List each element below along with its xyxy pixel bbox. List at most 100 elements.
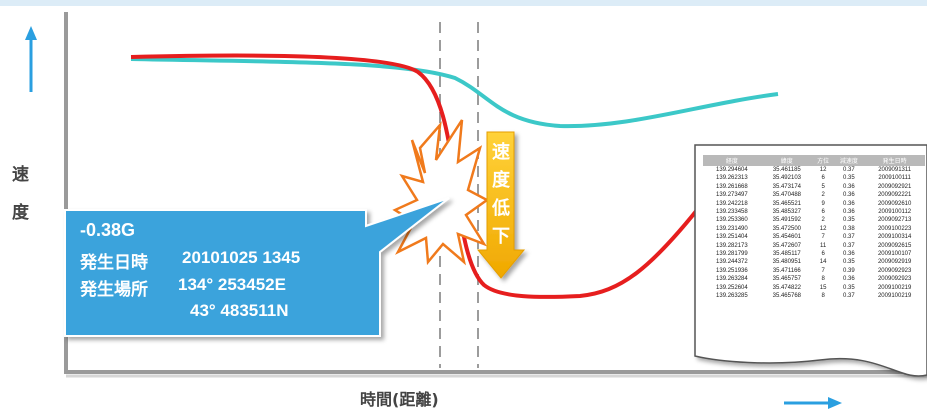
g-value: -0.38G [80,220,136,240]
log-table-cell: 35.472500 [772,225,801,232]
speed-drop-label-char: 速 [492,142,510,163]
log-table-cell: 35.471166 [772,267,801,274]
log-table-cell: 2009100219 [877,284,912,291]
log-table-cell: 35.470488 [772,192,801,199]
log-table-row: 139.244372 35.480951 14 0.35 2009092919 [703,258,925,266]
log-table-cell: 2009092921 [877,183,912,190]
log-table-cell: 35.485327 [772,209,801,216]
log-table-row: 139.242218 35.465521 9 0.36 2009092610 [703,200,925,208]
log-table-row: 139.294604 35.461185 12 0.37 2009091311 [703,166,925,174]
log-table-row: 139.262313 35.492103 6 0.35 2009100111 [703,174,925,182]
log-table-cell: 11 [820,242,827,249]
log-table-cell: 7 [821,234,825,241]
crash-burst-icon [392,119,490,266]
datetime-value: 20101025 1345 [182,248,301,267]
log-table-cell: 35.492103 [772,175,801,182]
log-table-cell: 0.36 [843,200,855,207]
log-table-cell: 12 [819,167,827,173]
log-table-cell: 139.252604 [716,284,748,291]
y-axis-label-1: 速 [12,165,29,185]
log-table-cell: 139.244372 [716,259,748,266]
log-table-cell: 0.35 [843,217,855,224]
log-table-cell: 6 [821,209,825,216]
log-table-cell: 2009092923 [877,276,912,283]
log-table-cell: 0.35 [843,175,855,182]
log-table-cell: 2009100107 [877,251,912,258]
log-column-header: 経度 [703,155,761,166]
log-table-cell: 6 [821,175,825,182]
log-table-cell: 35.474822 [772,284,801,291]
log-table-cell: 5 [821,183,825,190]
log-table-cell: 2009092221 [877,192,912,199]
log-table-row: 139.281799 35.485117 6 0.36 2009100107 [703,250,925,258]
log-table-header: 経度 緯度 方位 減速度 発生日時 [703,155,925,166]
log-table-row: 139.253360 35.491592 2 0.35 2009092713 [703,216,925,224]
log-table-cell: 0.36 [843,209,855,216]
log-table-cell: 35.465768 [772,293,801,300]
y-axis-label-2: 度 [12,203,29,223]
log-table-cell: 8 [821,276,825,283]
log-table-cell: 35.465757 [772,276,801,283]
log-table-cell: 2 [821,192,825,199]
log-sheet [694,144,927,377]
log-table-cell: 0.36 [843,192,855,199]
log-table-cell: 139.251936 [716,267,748,274]
log-table-cell: 2009100223 [877,225,912,232]
log-table-cell: 139.242218 [716,200,748,207]
speed-drop-label-char: 度 [492,170,510,191]
log-table-cell: 0.37 [843,234,855,241]
log-table-cell: 139.281799 [716,251,748,258]
log-table-cell: 0.37 [843,167,855,173]
log-table-row: 139.273497 35.470488 2 0.36 2009092221 [703,191,925,199]
log-table-cell: 2009092713 [877,217,912,224]
event-callout-box [64,197,450,337]
log-table-cell: 15 [819,284,827,291]
log-table-cell: 2009092919 [877,259,912,266]
log-table-cell: 139.282173 [716,242,748,249]
log-table-cell: 2 [821,217,825,224]
log-table-cell: 139.294604 [716,167,748,173]
x-axis-label: 時間(距離) [360,390,439,409]
log-column-header: 緯度 [760,155,813,166]
log-table-cell: 2009092615 [877,242,912,249]
log-table-cell: 139.253360 [716,217,748,224]
log-table-cell: 2009100314 [877,234,912,241]
log-table-cell: 139.231490 [716,225,748,232]
log-table-cell: 0.39 [843,267,855,274]
log-table-cell: 2009100111 [878,175,911,182]
log-table-cell: 0.35 [843,259,855,266]
log-table-row: 139.282173 35.472607 11 0.37 2009092615 [703,242,925,250]
log-table-cell: 0.38 [843,225,855,232]
log-table-row: 139.261668 35.473174 5 0.36 2009092921 [703,183,925,191]
longitude-value: 134° 253452E [178,275,286,294]
log-table-cell: 139.262313 [716,175,748,182]
top-strip [0,0,927,6]
log-table-cell: 35.454601 [772,234,801,241]
log-column-header: 発生日時 [864,155,925,166]
log-column-header: 減速度 [833,155,865,166]
log-table-cell: 8 [821,293,825,300]
log-table-cell: 35.472607 [772,242,801,249]
log-table-cell: 139.261668 [716,183,748,190]
log-table-cell: 2009092610 [877,200,912,207]
log-table-cell: 14 [819,259,827,266]
log-table-cell: 2009091311 [878,167,912,173]
log-table-cell: 139.233458 [716,209,748,216]
latitude-value: 43° 483511N [190,301,289,320]
up-arrow-icon [25,26,37,92]
log-table-cell: 0.35 [843,284,855,291]
teal-speed-curve [130,57,779,129]
log-table-cell: 35.485117 [772,251,801,258]
log-table-cell: 12 [819,225,827,232]
log-table-cell: 2009100112 [878,209,912,216]
log-table-cell: 35.465521 [772,200,801,207]
log-table-cell: 35.461185 [772,167,801,173]
speed-drop-arrow [476,131,526,279]
log-table-cell: 35.473174 [772,183,801,190]
right-arrow-icon [784,397,842,409]
log-table-row: 139.251936 35.471166 7 0.39 2009092923 [703,267,925,275]
log-table-row: 139.263285 35.465768 8 0.37 2009100219 [703,292,925,300]
log-column-header: 方位 [812,155,834,166]
log-table-cell: 0.36 [843,276,855,283]
